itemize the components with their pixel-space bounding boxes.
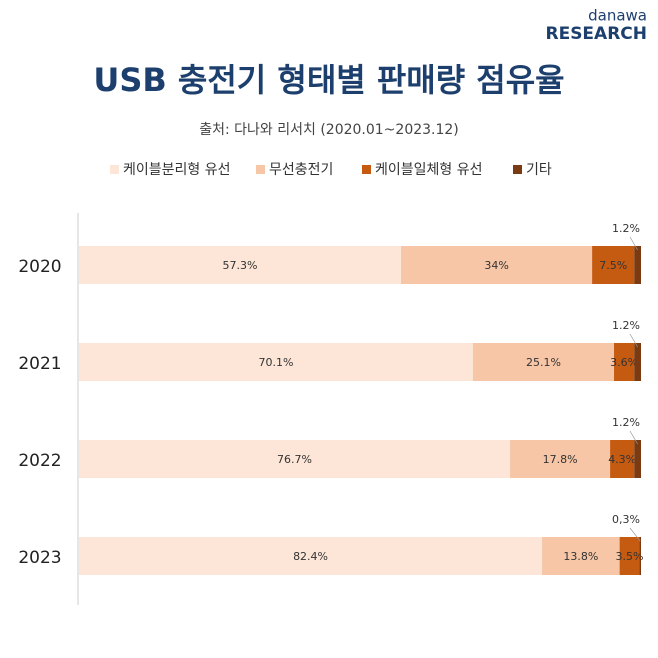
- value-label: 82.4%: [293, 550, 328, 563]
- chart-subtitle: 출처: 다나와 리서치 (2020.01~2023.12): [199, 122, 459, 138]
- value-label: 17.8%: [543, 453, 578, 466]
- bar-segment: [79, 246, 402, 284]
- bar-segment: [592, 246, 635, 284]
- bar-segment: [634, 343, 641, 381]
- brand-bottom: RESEARCH: [545, 24, 647, 44]
- legend-label: 무선충전기: [269, 162, 333, 178]
- value-label: 1.2%: [612, 319, 640, 332]
- y-tick-label: 2020: [18, 257, 61, 277]
- bar-segment: [634, 440, 641, 478]
- bar-segment: [79, 343, 473, 381]
- leader-line: [629, 236, 638, 251]
- bar-segment: [619, 537, 640, 575]
- bar-segment: [510, 440, 611, 478]
- value-label: 13.8%: [563, 550, 598, 563]
- y-tick-label: 2023: [18, 548, 61, 568]
- bar-segment: [610, 440, 635, 478]
- legend-swatch: [256, 165, 265, 174]
- legend-label: 기타: [526, 162, 552, 178]
- value-label: 57.3%: [223, 259, 258, 272]
- legend-swatch: [362, 165, 371, 174]
- bar-segment: [614, 343, 635, 381]
- value-label: 7.5%: [599, 259, 627, 272]
- bar-segment: [79, 440, 511, 478]
- bar-segment: [79, 537, 543, 575]
- leader-line: [629, 333, 638, 348]
- bar-segment: [634, 246, 641, 284]
- value-label: 70.1%: [259, 356, 294, 369]
- value-label: 34%: [484, 259, 508, 272]
- bar-segment: [639, 537, 641, 575]
- y-tick-label: 2021: [18, 354, 61, 374]
- value-label: 3.6%: [610, 356, 638, 369]
- value-label: 25.1%: [526, 356, 561, 369]
- value-label: 76.7%: [277, 453, 312, 466]
- bar-segment: [401, 246, 593, 284]
- legend-label: 케이블분리형 유선: [123, 162, 231, 178]
- value-label: 1.2%: [612, 222, 640, 235]
- chart-title: USB 충전기 형태별 판매량 점유율: [93, 61, 564, 99]
- leader-line: [629, 527, 641, 542]
- value-label: 4.3%: [608, 453, 636, 466]
- value-label: 1.2%: [612, 416, 640, 429]
- bar-segment: [472, 343, 615, 381]
- y-tick-label: 2022: [18, 451, 61, 471]
- legend-swatch: [513, 165, 522, 174]
- bar-segment: [542, 537, 620, 575]
- leader-line: [629, 430, 638, 445]
- value-label: 3.5%: [616, 550, 644, 563]
- legend-label: 케이블일체형 유선: [375, 162, 483, 178]
- brand-top: danawa: [588, 7, 647, 25]
- legend-swatch: [110, 165, 119, 174]
- value-label: 0,3%: [612, 513, 640, 526]
